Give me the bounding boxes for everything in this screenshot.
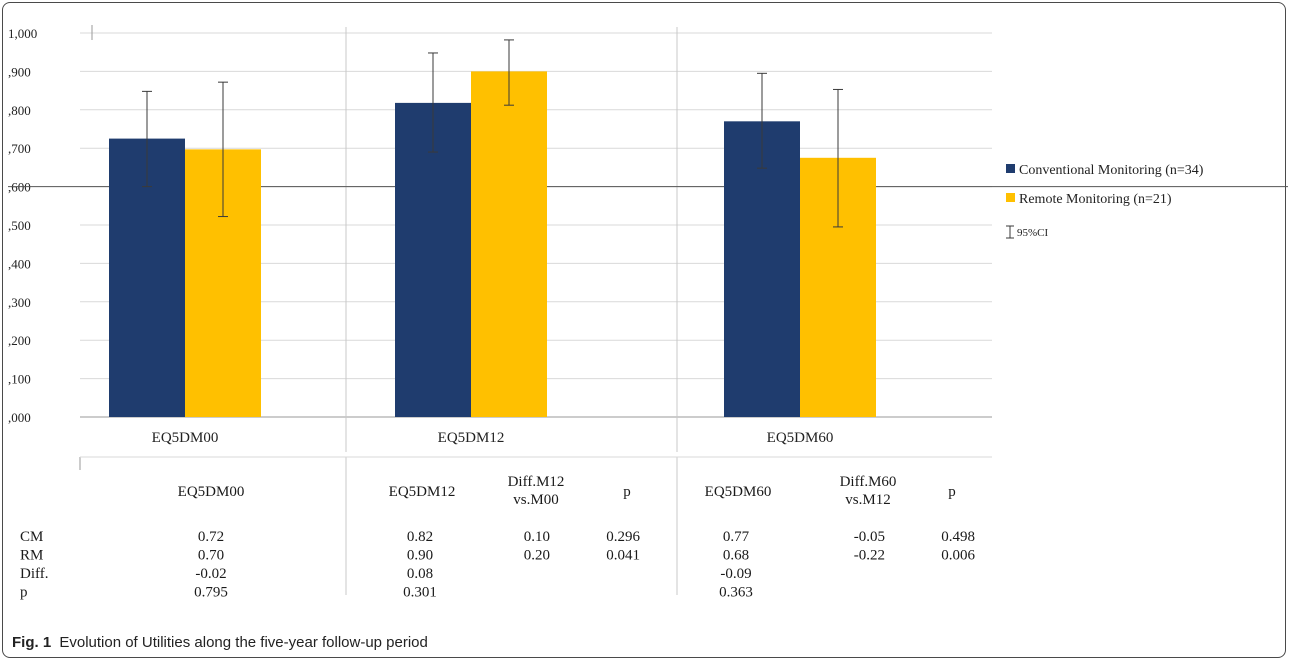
cell-m00: -0.02	[195, 566, 226, 582]
y-tick-label: 1,000	[8, 26, 37, 41]
results-table: EQ5DM00 EQ5DM12 Diff.M12 vs.M00 p EQ5DM60 Diff…	[20, 474, 976, 601]
row-label: Diff.	[20, 566, 48, 582]
table-header: Diff.M12	[508, 474, 565, 490]
y-tick-label: ,900	[8, 64, 31, 79]
caption-text: Evolution of Utilities along the five-ye…	[59, 634, 428, 651]
bars	[109, 71, 876, 418]
category-label: EQ5DM60	[767, 430, 834, 446]
row-label: CM	[20, 529, 43, 545]
y-axis-ticks: ,000,100,200,300,400,500,600,700,800,900…	[8, 26, 37, 425]
y-tick-label: ,500	[8, 218, 31, 233]
caption-label: Fig. 1	[12, 634, 52, 651]
table-header: vs.M00	[513, 492, 558, 508]
y-tick-label: ,400	[8, 256, 31, 271]
legend-swatch	[1006, 193, 1015, 202]
table-header: p	[948, 484, 956, 500]
table-header: EQ5DM12	[389, 484, 456, 500]
y-tick-label: ,100	[8, 372, 31, 387]
bar-rm	[471, 71, 547, 418]
cell-m00: 0.795	[194, 585, 228, 601]
cell-m00: 0.70	[198, 548, 224, 564]
cell-p60: 0.006	[941, 548, 975, 564]
cell-m12: 0.301	[403, 585, 437, 601]
cell-p12: 0.041	[606, 548, 640, 564]
table-header: vs.M12	[845, 492, 890, 508]
cell-m60: 0.68	[723, 548, 749, 564]
legend: Conventional Monitoring (n=34) Remote Mon…	[1006, 163, 1204, 239]
bar-cm	[724, 121, 800, 417]
cell-m60: -0.09	[720, 566, 751, 582]
table-header: Diff.M60	[840, 474, 897, 490]
cell-m12: 0.90	[407, 548, 433, 564]
legend-label: Conventional Monitoring (n=34)	[1019, 163, 1204, 178]
y-tick-label: ,700	[8, 141, 31, 156]
table-header: EQ5DM00	[178, 484, 245, 500]
cell-m12: 0.82	[407, 529, 433, 545]
cell-diff60: -0.05	[854, 529, 885, 545]
cell-p60: 0.498	[941, 529, 975, 545]
table-header: EQ5DM60	[705, 484, 772, 500]
legend-swatch	[1006, 164, 1015, 173]
cell-diff12: 0.20	[524, 548, 550, 564]
y-tick-label: ,300	[8, 295, 31, 310]
figure-caption: Fig. 1 Evolution of Utilities along the …	[12, 634, 428, 651]
row-label: RM	[20, 548, 43, 564]
legend-label: Remote Monitoring (n=21)	[1019, 192, 1172, 207]
cell-m12: 0.08	[407, 566, 433, 582]
y-tick-label: ,200	[8, 333, 31, 348]
error-bars	[142, 39, 843, 228]
legend-ci-label: 95%CI	[1017, 227, 1049, 239]
row-label: p	[20, 585, 28, 601]
category-labels: EQ5DM00 EQ5DM12 EQ5DM60	[152, 430, 834, 446]
cell-m60: 0.363	[719, 585, 753, 601]
panel-dividers	[8, 25, 1288, 595]
cell-p12: 0.296	[606, 529, 640, 545]
category-label: EQ5DM12	[438, 430, 505, 446]
category-label: EQ5DM00	[152, 430, 219, 446]
table-header: p	[623, 484, 631, 500]
bar-cm	[395, 102, 471, 417]
y-tick-label: ,800	[8, 103, 31, 118]
cell-m00: 0.72	[198, 529, 224, 545]
y-tick-label: ,000	[8, 410, 31, 425]
cell-m60: 0.77	[723, 529, 750, 545]
cell-diff12: 0.10	[524, 529, 550, 545]
cell-diff60: -0.22	[854, 548, 885, 564]
